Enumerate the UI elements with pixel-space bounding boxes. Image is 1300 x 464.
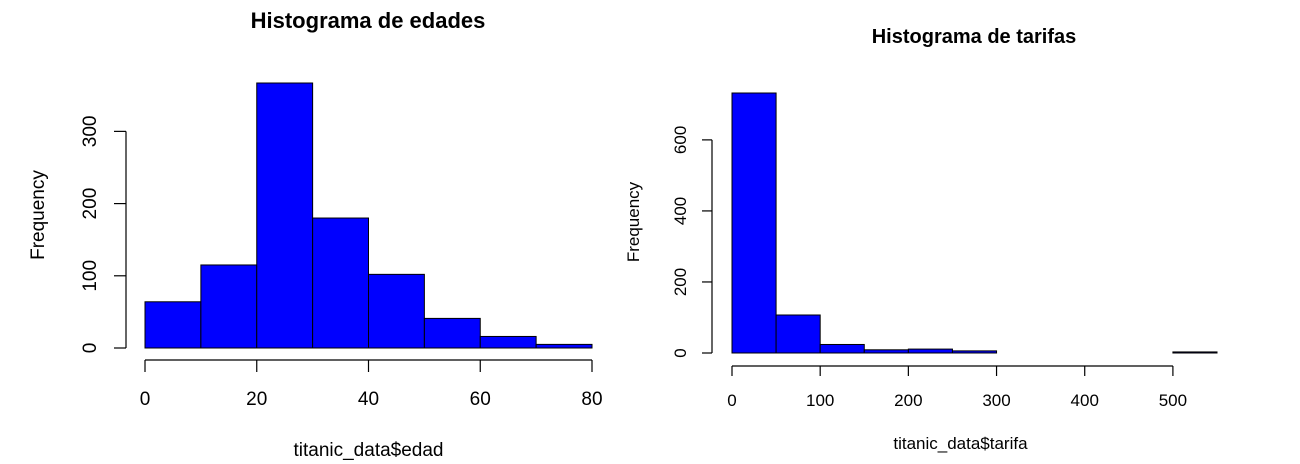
histogram-bar — [256, 82, 314, 349]
histogram-edades: Histograma de edades 0 20 40 60 80 0 100 200 300 t… — [28, 8, 603, 461]
histogram-bar — [907, 348, 953, 354]
histogram-bar — [423, 317, 481, 349]
x-tick-label: 40 — [358, 389, 379, 410]
histogram-bar — [775, 314, 821, 354]
y-axis-label: Frequency — [624, 181, 643, 262]
x-tick-label: 60 — [470, 389, 491, 410]
y-tick-label: 0 — [80, 343, 101, 354]
histogram-bar — [731, 92, 777, 354]
x-tick-label: 200 — [894, 391, 922, 410]
histogram-bar — [1172, 351, 1218, 354]
histogram-bar — [479, 335, 537, 349]
histogram-bar — [535, 343, 593, 349]
y-tick-label: 200 — [671, 268, 690, 296]
x-tick-label: 100 — [806, 391, 834, 410]
histogram-bar — [144, 301, 202, 349]
x-tick-label: 500 — [1159, 391, 1187, 410]
y-tick-label: 400 — [671, 197, 690, 225]
y-tick-label: 600 — [671, 126, 690, 154]
x-tick-label: 0 — [140, 389, 151, 410]
x-tick-label: 80 — [581, 389, 602, 410]
histogram-bar — [863, 349, 909, 354]
x-tick-label: 0 — [727, 391, 736, 410]
histogram-bar — [200, 264, 258, 349]
x-axis-label: titanic_data$edad — [293, 440, 443, 461]
x-tick-label: 20 — [246, 389, 267, 410]
chart-title: Histograma de tarifas — [872, 26, 1077, 48]
histogram-bar — [819, 343, 865, 354]
y-tick-label: 0 — [671, 348, 690, 357]
y-tick-label: 200 — [80, 188, 101, 220]
x-axis-label: titanic_data$tarifa — [893, 434, 1028, 453]
histogram-bar — [312, 217, 369, 349]
y-tick-label: 100 — [80, 260, 101, 292]
chart-title: Histograma de edades — [251, 8, 486, 33]
histogram-tarifas: Histograma de tarifas 0 100 200 300 400 500 0 20… — [671, 26, 1218, 453]
x-tick-label: 300 — [982, 391, 1010, 410]
y-axis-label: Frequency — [28, 170, 49, 260]
x-tick-label: 400 — [1071, 391, 1099, 410]
y-tick-label: 300 — [80, 116, 101, 148]
y-axis-label-holder: Frequency — [624, 181, 643, 262]
histogram-bar — [951, 350, 998, 354]
histogram-bar — [368, 273, 425, 349]
